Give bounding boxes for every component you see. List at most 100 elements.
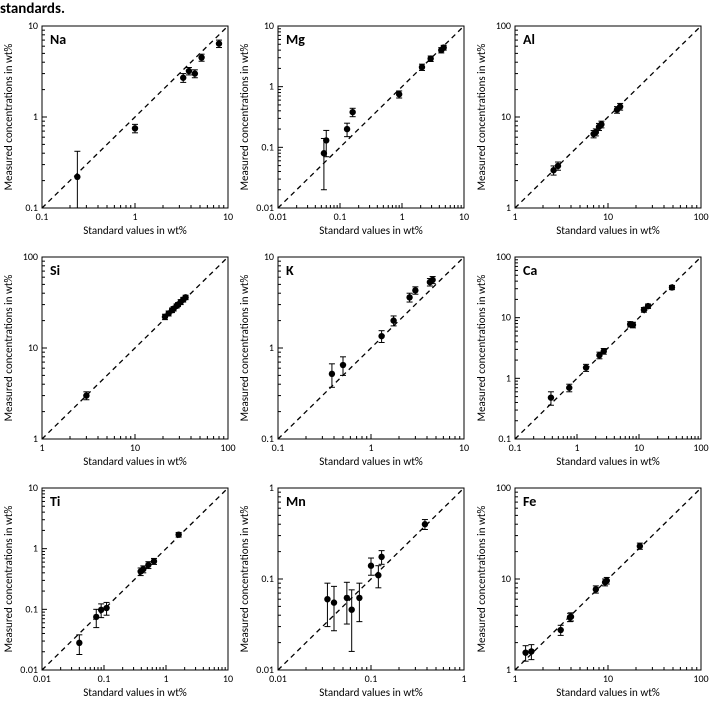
- x-axis-label: Standard values in wt%: [320, 224, 424, 237]
- y-axis-label: Measured concentrations in wt%: [2, 274, 15, 421]
- data-point: [344, 126, 350, 132]
- data-point: [629, 322, 635, 328]
- svg-text:100: 100: [693, 441, 708, 454]
- data-point: [554, 163, 560, 169]
- svg-text:100: 100: [495, 19, 510, 32]
- svg-text:10: 10: [634, 441, 644, 454]
- data-point: [598, 121, 604, 127]
- identity-line: [278, 26, 464, 208]
- svg-text:0.01: 0.01: [257, 201, 275, 214]
- svg-text:10: 10: [501, 572, 511, 585]
- panel-k: 0.11100.1110KMeasured concentrations in …: [236, 249, 472, 480]
- data-point: [430, 277, 436, 283]
- data-point: [331, 599, 337, 605]
- svg-text:1: 1: [506, 663, 511, 676]
- svg-text:1: 1: [163, 672, 168, 685]
- data-point: [340, 362, 346, 368]
- svg-text:0.1: 0.1: [262, 572, 275, 585]
- svg-text:1: 1: [33, 542, 38, 555]
- svg-text:100: 100: [220, 441, 235, 454]
- svg-text:1: 1: [269, 341, 274, 354]
- svg-text:10: 10: [223, 210, 233, 223]
- x-axis-label: Standard values in wt%: [556, 224, 660, 237]
- data-point: [175, 531, 181, 537]
- panel-ti: 0.010.11100.010.1110TiMeasured concentra…: [0, 480, 236, 711]
- svg-text:1: 1: [574, 441, 579, 454]
- data-point: [566, 385, 572, 391]
- svg-text:0.1: 0.1: [25, 201, 38, 214]
- y-axis-label: Measured concentrations in wt%: [238, 274, 251, 421]
- y-axis-label: Measured concentrations in wt%: [475, 505, 488, 652]
- data-point: [76, 640, 82, 646]
- svg-text:10: 10: [28, 19, 38, 32]
- data-point: [428, 55, 434, 61]
- svg-text:100: 100: [693, 210, 708, 223]
- svg-text:0.1: 0.1: [334, 210, 347, 223]
- data-point: [186, 68, 192, 74]
- data-point: [645, 303, 651, 309]
- svg-text:10: 10: [264, 19, 274, 32]
- data-point: [592, 586, 598, 592]
- data-point: [192, 70, 198, 76]
- svg-text:10: 10: [264, 250, 274, 263]
- data-point: [396, 91, 402, 97]
- data-point: [216, 40, 222, 46]
- data-point: [83, 392, 89, 398]
- element-label: Mn: [286, 493, 306, 510]
- y-axis-label: Measured concentrations in wt%: [2, 505, 15, 652]
- data-point: [145, 562, 151, 568]
- identity-line: [278, 257, 464, 439]
- data-point: [379, 333, 385, 339]
- data-point: [522, 649, 528, 655]
- data-point: [528, 648, 534, 654]
- svg-text:100: 100: [23, 250, 38, 263]
- svg-text:1: 1: [506, 371, 511, 384]
- panel-mg: 0.010.11100.010.1110MgMeasured concentra…: [236, 18, 472, 249]
- identity-line: [515, 26, 701, 208]
- panel-si: 110100110100SiMeasured concentrations in…: [0, 249, 236, 480]
- svg-text:1: 1: [39, 441, 44, 454]
- svg-text:1: 1: [269, 481, 274, 494]
- y-axis-label: Measured concentrations in wt%: [2, 43, 15, 190]
- data-point: [368, 563, 374, 569]
- svg-text:1: 1: [269, 80, 274, 93]
- data-point: [198, 54, 204, 60]
- y-axis-label: Measured concentrations in wt%: [238, 505, 251, 652]
- y-axis-label: Measured concentrations in wt%: [475, 43, 488, 190]
- svg-text:0.1: 0.1: [498, 432, 511, 445]
- svg-text:10: 10: [223, 672, 233, 685]
- data-point: [617, 103, 623, 109]
- data-point: [603, 577, 609, 583]
- svg-text:0.01: 0.01: [257, 663, 275, 676]
- data-point: [325, 596, 331, 602]
- svg-text:100: 100: [495, 481, 510, 494]
- element-label: Ca: [523, 262, 537, 279]
- identity-line: [515, 257, 701, 439]
- identity-line: [42, 257, 228, 439]
- svg-text:10: 10: [603, 672, 613, 685]
- data-point: [441, 44, 447, 50]
- data-point: [419, 64, 425, 70]
- data-point: [182, 294, 188, 300]
- svg-text:1: 1: [33, 432, 38, 445]
- element-label: K: [286, 262, 294, 279]
- identity-line: [42, 26, 228, 208]
- y-axis-label: Measured concentrations in wt%: [475, 274, 488, 421]
- data-point: [132, 125, 138, 131]
- svg-text:0.01: 0.01: [20, 663, 38, 676]
- identity-line: [278, 488, 464, 670]
- chart-grid: 0.11100.1110NaMeasured concentrations in…: [0, 18, 709, 711]
- element-label: Mg: [286, 31, 305, 48]
- panel-mn: 0.010.110.010.11MnMeasured concentration…: [236, 480, 472, 711]
- data-point: [375, 572, 381, 578]
- svg-text:10: 10: [603, 210, 613, 223]
- data-point: [636, 543, 642, 549]
- svg-text:10: 10: [459, 441, 469, 454]
- svg-text:1: 1: [132, 210, 137, 223]
- svg-text:100: 100: [693, 672, 708, 685]
- data-point: [323, 137, 329, 143]
- data-point: [407, 294, 413, 300]
- svg-text:0.1: 0.1: [365, 672, 378, 685]
- data-point: [344, 595, 350, 601]
- x-axis-label: Standard values in wt%: [320, 455, 424, 468]
